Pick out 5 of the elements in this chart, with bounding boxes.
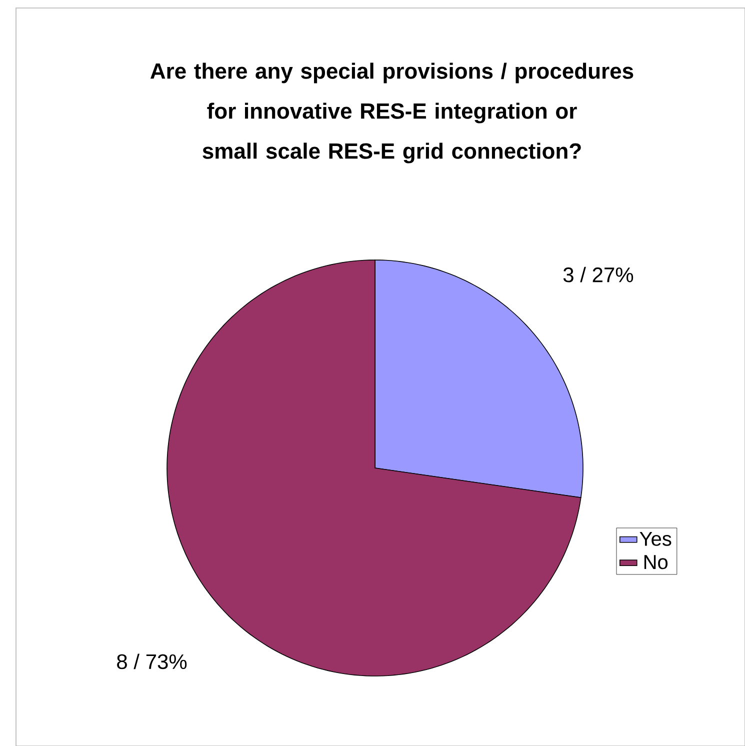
data-label: 8 / 73% [117,654,187,670]
chart-title: Are there any special provisions / procedures for innovative RES-E integration or small scale RES-E grid connection? [150,62,634,164]
legend-label: No [644,555,668,570]
legend-label: Yes [640,532,672,546]
data-label: 3 / 27% [563,266,634,282]
